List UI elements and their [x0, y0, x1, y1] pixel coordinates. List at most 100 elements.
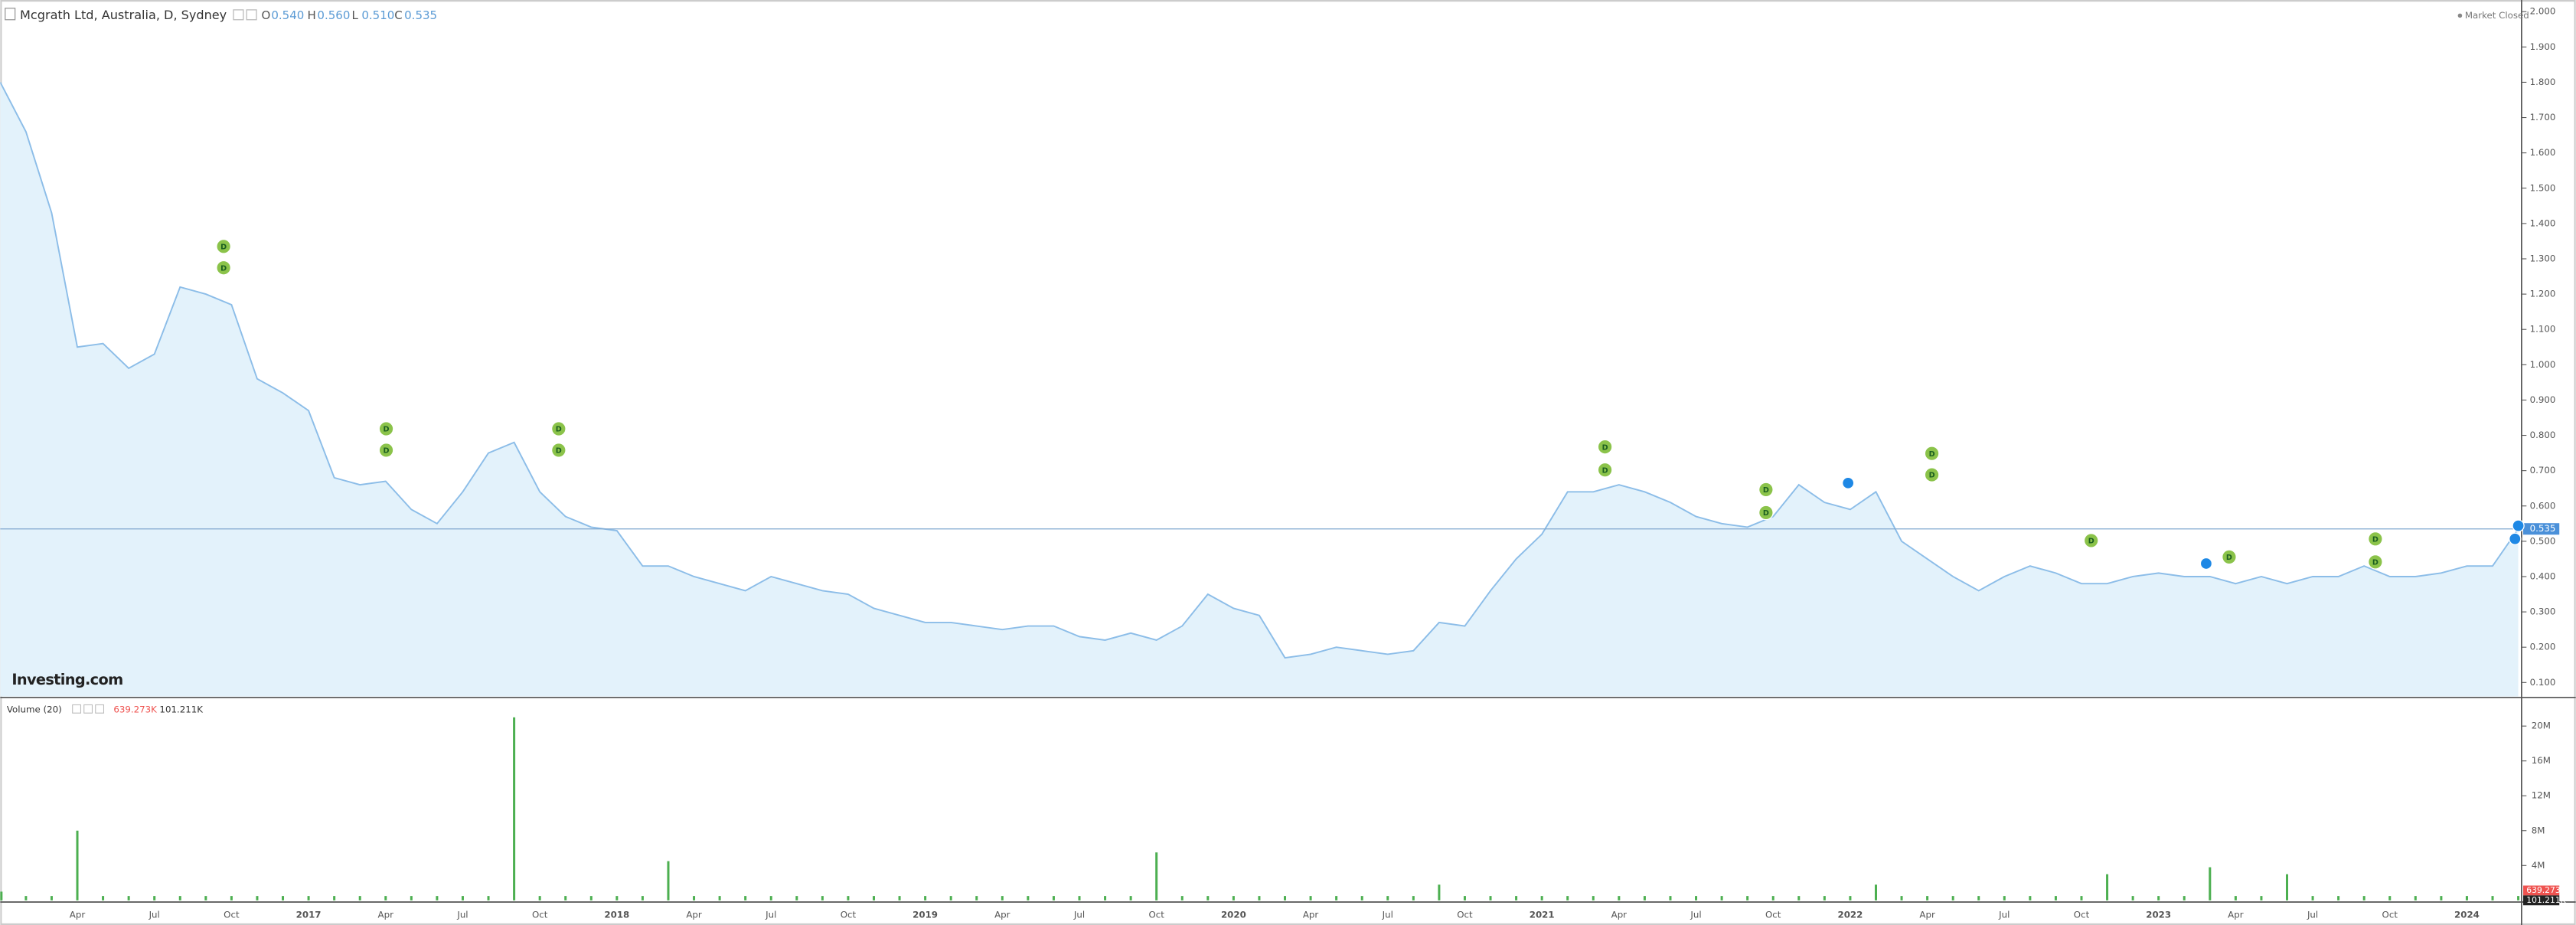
- volume-bar: [2362, 896, 2365, 900]
- y-tick-label: 1.300: [2530, 253, 2556, 263]
- volume-bar: [1001, 896, 1004, 900]
- dividend-label: D: [2226, 554, 2232, 562]
- dividend-label: D: [1602, 443, 1608, 452]
- volume-bar: [589, 896, 593, 900]
- ohlc-label: H: [308, 8, 316, 22]
- volume-bar: [1900, 896, 1903, 900]
- settings-icon[interactable]: [72, 704, 81, 714]
- volume-bar: [1386, 896, 1389, 900]
- volume-bar: [1360, 896, 1363, 900]
- volume-bar: [2465, 896, 2468, 900]
- volume-bar: [282, 896, 285, 900]
- dividend-marker: [1924, 467, 1940, 482]
- x-tick-label: Apr: [378, 910, 394, 920]
- y-tick-label: 1.200: [2530, 289, 2556, 299]
- x-tick-label: Apr: [1611, 910, 1628, 920]
- volume-bar: [358, 896, 361, 900]
- volume-bar: [1926, 896, 1929, 900]
- dividend-marker: [2368, 554, 2383, 570]
- y-tick-label: 0.200: [2530, 642, 2556, 652]
- volume-badge: [2523, 885, 2560, 896]
- dividend-marker: [1597, 439, 1613, 455]
- volume-bar: [2311, 896, 2314, 900]
- volume-bar: [1309, 896, 1312, 900]
- volume-bar: [436, 896, 439, 900]
- volume-bar: [1874, 884, 1877, 900]
- collapse-icon[interactable]: [5, 8, 16, 21]
- y-tick-label: 0.400: [2530, 570, 2556, 581]
- volume-bar: [744, 896, 747, 900]
- volume-bar: [821, 896, 824, 900]
- x-tick-label: Oct: [1148, 910, 1164, 920]
- price-pane: [0, 81, 2519, 697]
- ohlc-label: L: [351, 8, 358, 22]
- volume-bar: [102, 896, 105, 900]
- volume-bar: [1027, 896, 1030, 900]
- y-tick-label: 0.100: [2530, 677, 2556, 688]
- volume-bar: [641, 896, 644, 900]
- volume-bar: [795, 896, 798, 900]
- settings-icon[interactable]: [83, 704, 93, 714]
- volume-bar: [1771, 896, 1774, 900]
- dividend-label: D: [1763, 509, 1769, 518]
- volume-bar: [1078, 896, 1081, 900]
- settings-icon[interactable]: [233, 9, 244, 21]
- x-tick-label: 2018: [604, 910, 629, 920]
- volume-bar: [2054, 896, 2057, 900]
- volume-bar: [975, 896, 978, 900]
- y-tick-label: 0.700: [2530, 465, 2556, 476]
- ohlc-value: 0.560: [317, 8, 350, 22]
- dividend-label: D: [220, 243, 227, 251]
- close-icon[interactable]: [95, 704, 105, 714]
- dividend-marker: [550, 443, 566, 458]
- x-tick-label: Apr: [70, 910, 86, 920]
- volume-bar: [333, 896, 336, 900]
- price-line: [0, 81, 2519, 659]
- x-tick-label: Oct: [1457, 910, 1473, 920]
- x-tick-label: Jul: [1382, 910, 1393, 920]
- dividend-label: D: [384, 426, 390, 434]
- volume-bar: [1695, 896, 1698, 900]
- volume-bar: [1463, 896, 1466, 900]
- volume-bar: [615, 896, 619, 900]
- volume-bar: [513, 717, 516, 900]
- chart-title: Mcgrath Ltd, Australia, D, Sydney: [20, 8, 227, 22]
- volume-bar: [564, 896, 567, 900]
- volume-bar: [178, 896, 181, 900]
- ohlc-label: O: [261, 8, 270, 22]
- volume-bar: [2131, 896, 2134, 900]
- volume-bar: [1720, 896, 1723, 900]
- y-tick-label: 0.500: [2530, 535, 2556, 546]
- ohlc-value: 0.540: [271, 8, 304, 22]
- y-tick-label: 1.800: [2530, 77, 2556, 87]
- volume-bar: [1746, 896, 1749, 900]
- dividend-marker: [1758, 482, 1774, 498]
- volume-bar: [1618, 896, 1621, 900]
- volume-bar: [667, 861, 670, 900]
- volume-bar: [1052, 896, 1055, 900]
- volume-bar: [1669, 896, 1672, 900]
- y-tick-label: 1.500: [2530, 182, 2556, 193]
- dividend-label: D: [1929, 450, 1935, 459]
- dividend-label: D: [2372, 535, 2378, 544]
- x-tick-label: Oct: [2382, 910, 2398, 920]
- x-tick-label: 2022: [1838, 910, 1863, 920]
- y-tick-label: 1.600: [2530, 147, 2556, 158]
- logo: Investing.com: [11, 671, 122, 688]
- volume-bar: [1849, 896, 1852, 900]
- volume-bar: [718, 896, 721, 900]
- y-tick-label: 0.600: [2530, 500, 2556, 511]
- x-tick-label: 2021: [1530, 910, 1555, 920]
- volume-ma-badge-label: 101.211K: [2526, 895, 2566, 905]
- x-tick-label: Jul: [765, 910, 776, 920]
- dividend-marker: [216, 238, 231, 254]
- volume-bar: [1977, 896, 1980, 900]
- dividend-label: D: [1929, 472, 1935, 480]
- event-marker: [2512, 519, 2525, 532]
- x-tick-label: Jul: [2307, 910, 2318, 920]
- close-icon[interactable]: [246, 9, 257, 21]
- event-marker: [1842, 476, 1855, 489]
- volume-bar: [2517, 896, 2520, 900]
